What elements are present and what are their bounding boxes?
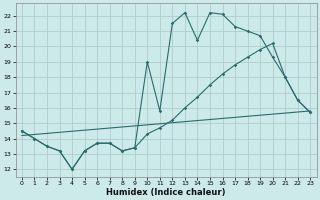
X-axis label: Humidex (Indice chaleur): Humidex (Indice chaleur): [106, 188, 226, 197]
